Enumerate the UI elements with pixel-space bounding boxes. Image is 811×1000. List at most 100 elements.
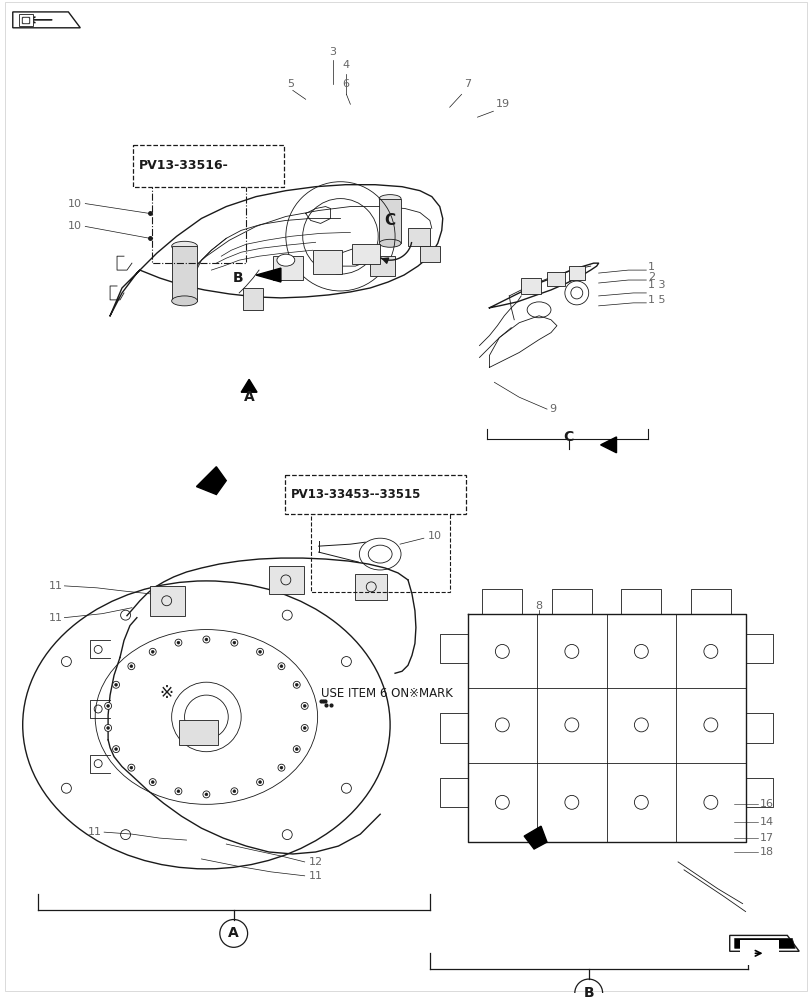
Circle shape [127, 764, 135, 771]
Circle shape [130, 665, 133, 668]
Circle shape [149, 648, 156, 655]
Circle shape [204, 793, 208, 796]
Ellipse shape [277, 254, 294, 266]
Polygon shape [524, 826, 547, 849]
Circle shape [256, 648, 264, 655]
Text: 19: 19 [495, 99, 508, 109]
Text: 12: 12 [308, 857, 323, 867]
Circle shape [233, 790, 235, 793]
Circle shape [174, 788, 182, 795]
FancyBboxPatch shape [133, 145, 284, 187]
Text: 11: 11 [49, 613, 62, 623]
Text: 18: 18 [758, 847, 773, 857]
Polygon shape [22, 17, 28, 23]
Circle shape [130, 766, 133, 769]
Circle shape [177, 790, 180, 793]
Circle shape [127, 663, 135, 670]
Circle shape [113, 746, 119, 753]
Text: A: A [243, 390, 254, 404]
Circle shape [151, 650, 154, 653]
Polygon shape [600, 437, 616, 453]
Text: 11: 11 [88, 827, 102, 837]
FancyBboxPatch shape [370, 256, 395, 276]
Circle shape [114, 748, 118, 751]
FancyBboxPatch shape [272, 256, 303, 280]
Text: 11: 11 [308, 871, 322, 881]
Circle shape [303, 726, 306, 729]
FancyBboxPatch shape [379, 199, 401, 243]
Circle shape [204, 638, 208, 641]
Circle shape [177, 641, 180, 644]
Circle shape [303, 704, 306, 707]
Circle shape [149, 779, 156, 786]
Text: B: B [233, 271, 243, 285]
Circle shape [256, 779, 264, 786]
Ellipse shape [171, 296, 197, 306]
Polygon shape [23, 18, 28, 22]
Circle shape [151, 781, 154, 784]
Text: PV13-33453--33515: PV13-33453--33515 [290, 488, 421, 501]
Polygon shape [13, 12, 80, 28]
Circle shape [301, 724, 308, 731]
FancyBboxPatch shape [407, 228, 429, 246]
Ellipse shape [171, 241, 197, 251]
Polygon shape [196, 467, 226, 495]
Circle shape [301, 702, 308, 709]
Circle shape [114, 683, 118, 686]
Circle shape [280, 766, 282, 769]
Circle shape [293, 746, 300, 753]
Text: 9: 9 [548, 404, 556, 414]
Circle shape [233, 641, 235, 644]
Polygon shape [255, 268, 281, 282]
Text: 14: 14 [758, 817, 773, 827]
Polygon shape [729, 935, 798, 951]
FancyBboxPatch shape [419, 246, 440, 262]
Circle shape [203, 636, 209, 643]
Circle shape [106, 704, 109, 707]
Polygon shape [241, 379, 257, 392]
Text: 1 3: 1 3 [647, 280, 665, 290]
Text: C: C [563, 430, 573, 444]
Text: 10: 10 [427, 531, 441, 541]
Ellipse shape [379, 239, 401, 247]
Text: 10: 10 [68, 221, 82, 231]
Text: 10: 10 [68, 199, 82, 209]
Text: 6: 6 [342, 79, 349, 89]
FancyBboxPatch shape [171, 246, 197, 301]
FancyBboxPatch shape [521, 278, 540, 294]
FancyBboxPatch shape [242, 288, 263, 310]
Circle shape [280, 665, 282, 668]
Text: C: C [384, 213, 395, 228]
Circle shape [293, 681, 300, 688]
Text: USE ITEM 6 ON※MARK: USE ITEM 6 ON※MARK [320, 687, 452, 700]
Circle shape [203, 791, 209, 798]
Circle shape [230, 639, 238, 646]
Circle shape [230, 788, 238, 795]
Text: 5: 5 [286, 79, 294, 89]
Circle shape [105, 702, 111, 709]
Text: 17: 17 [758, 833, 773, 843]
FancyBboxPatch shape [178, 720, 218, 745]
FancyBboxPatch shape [355, 574, 387, 600]
Circle shape [258, 650, 261, 653]
Circle shape [295, 748, 298, 751]
FancyBboxPatch shape [547, 272, 564, 286]
Circle shape [105, 724, 111, 731]
Polygon shape [19, 14, 32, 26]
Text: B: B [582, 986, 594, 1000]
Text: A: A [228, 926, 238, 940]
Text: 7: 7 [463, 79, 470, 89]
Text: 3: 3 [328, 47, 336, 57]
Text: 4: 4 [342, 60, 350, 70]
Circle shape [277, 663, 285, 670]
Text: 1: 1 [647, 262, 654, 272]
Text: 1 5: 1 5 [647, 295, 665, 305]
Circle shape [174, 639, 182, 646]
Text: 11: 11 [49, 581, 62, 591]
Text: 16: 16 [758, 799, 773, 809]
Polygon shape [734, 938, 794, 948]
FancyBboxPatch shape [268, 566, 303, 594]
FancyBboxPatch shape [285, 475, 465, 514]
Circle shape [258, 781, 261, 784]
FancyBboxPatch shape [352, 244, 380, 264]
